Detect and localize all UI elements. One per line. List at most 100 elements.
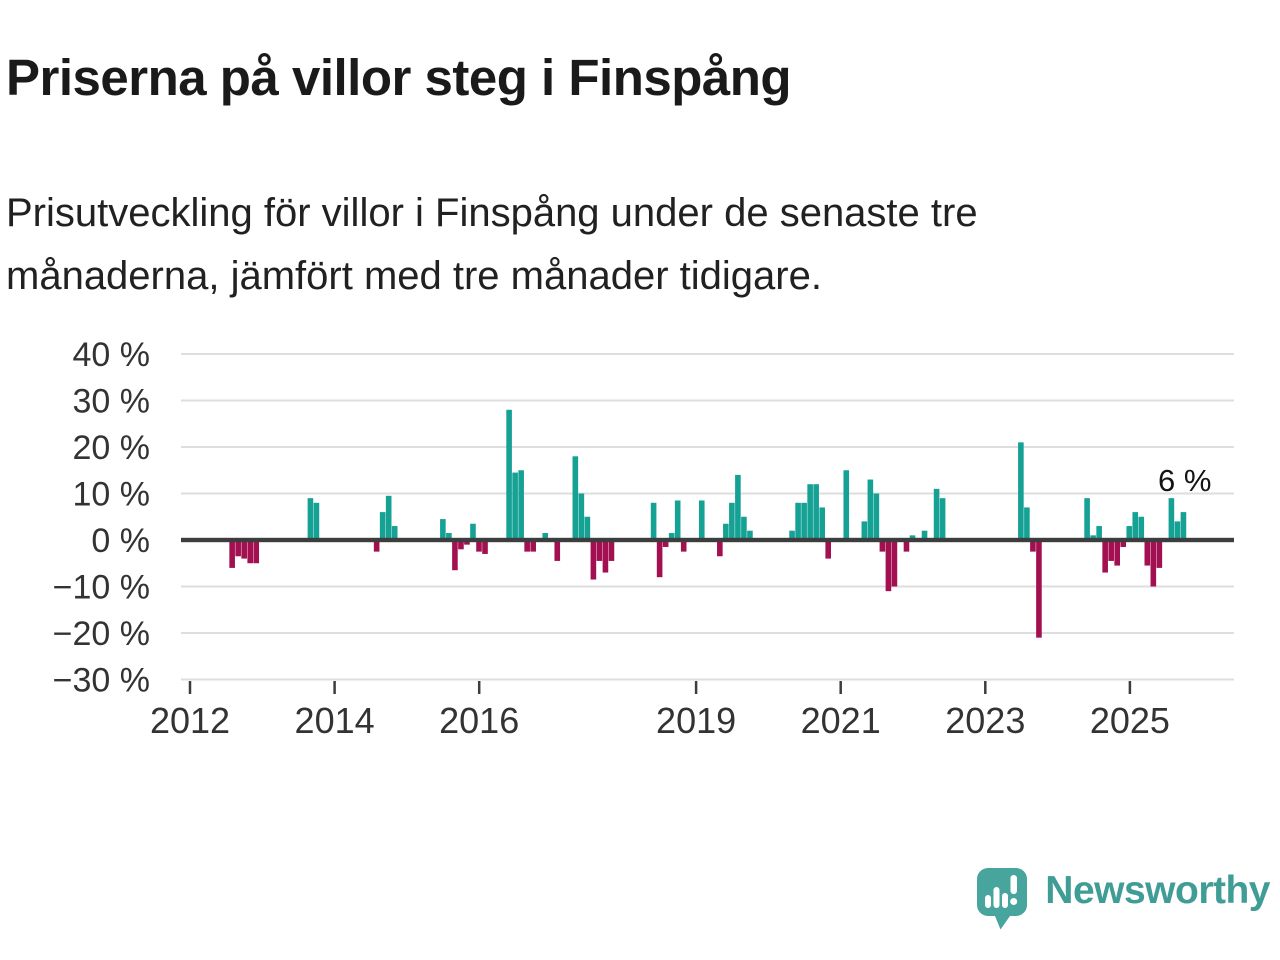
bar-2025-08 (1168, 498, 1175, 540)
bar-2020-07 (801, 502, 807, 540)
bar-2019-09 (741, 516, 747, 540)
bar-2023-09 (1030, 540, 1036, 552)
bar-2019-08 (735, 474, 741, 540)
bar-2025-03 (1138, 516, 1145, 540)
bar-2022-06 (939, 498, 946, 540)
bar-2017-09 (596, 540, 603, 561)
bar-2016-07 (512, 472, 518, 540)
bar-2016-08 (518, 470, 524, 540)
x-axis-label: 2019 (656, 700, 736, 741)
bar-2013-10 (313, 502, 320, 540)
bar-2020-08 (807, 484, 813, 540)
last-value-label: 6 % (1158, 463, 1211, 498)
bar-2015-12 (470, 523, 476, 540)
bar-2025-02 (1132, 512, 1139, 540)
bar-2016-10 (530, 540, 536, 552)
bar-2012-11 (247, 540, 254, 564)
bar-2024-11 (1114, 540, 1121, 566)
y-axis-label: 10 % (73, 476, 151, 514)
bar-2017-02 (554, 540, 561, 561)
bar-2017-08 (590, 540, 597, 580)
bar-2022-03 (921, 530, 928, 540)
brand-name: Newsworthy (1045, 869, 1270, 912)
bar-2025-06 (1156, 540, 1163, 568)
logo-exclamation-dot (1010, 898, 1018, 905)
bar-2023-08 (1024, 507, 1030, 540)
bar-2025-05 (1150, 540, 1157, 587)
bar-2015-11 (464, 540, 470, 545)
bar-2021-07 (873, 493, 880, 540)
bar-2015-08 (446, 533, 452, 540)
bar-2024-10 (1108, 540, 1114, 561)
bar-2025-01 (1126, 526, 1133, 540)
y-axis-label: −30 % (53, 662, 150, 700)
bar-2023-10 (1036, 540, 1042, 638)
bar-2016-09 (524, 540, 530, 552)
y-axis-label: −20 % (53, 615, 150, 653)
y-axis-label: 40 % (73, 336, 151, 374)
bar-2017-07 (584, 516, 591, 540)
logo-bar-tall (993, 887, 1000, 908)
x-axis-label: 2012 (150, 700, 230, 741)
bar-2021-08 (879, 540, 886, 552)
bar-2015-07 (440, 519, 446, 540)
x-axis-label: 2016 (439, 700, 519, 741)
bar-2022-01 (909, 535, 916, 540)
bar-2012-09 (235, 540, 241, 557)
bar-2019-06 (723, 523, 729, 540)
bar-chart-speech-bubble-icon (977, 868, 1028, 930)
bar-2014-10 (385, 495, 392, 540)
bar-2019-05 (717, 540, 723, 557)
bar-2012-08 (229, 540, 235, 568)
bar-2021-02 (843, 470, 850, 540)
bar-2021-12 (903, 540, 910, 552)
logo-bar-medium (1002, 893, 1009, 908)
bar-2021-09 (885, 540, 892, 592)
x-axis-label: 2021 (801, 700, 881, 741)
bar-2015-10 (458, 540, 464, 550)
x-axis-label: 2014 (295, 700, 375, 741)
bar-2024-07 (1090, 535, 1096, 540)
bar-2018-06 (650, 502, 657, 540)
bar-2025-09 (1174, 521, 1181, 540)
bar-2014-11 (391, 526, 398, 540)
bar-2015-09 (452, 540, 458, 571)
y-axis-label: 20 % (73, 429, 151, 467)
bar-2016-06 (506, 409, 512, 540)
bar-2017-05 (572, 456, 579, 540)
zero-line (181, 537, 1234, 543)
page-title: Priserna på villor steg i Finspång (6, 49, 792, 106)
bar-2024-09 (1102, 540, 1108, 573)
bar-2018-08 (662, 540, 669, 547)
logo-exclamation-bar (1010, 875, 1018, 894)
y-axis-label: 0 % (91, 522, 150, 560)
bar-2020-10 (819, 507, 825, 540)
bar-2024-12 (1120, 540, 1127, 547)
bar-2014-09 (379, 512, 386, 540)
bar-2018-10 (674, 500, 681, 540)
bar-2017-11 (608, 540, 615, 561)
bar-2024-06 (1084, 498, 1090, 540)
bar-2018-09 (668, 533, 675, 540)
bar-2017-06 (578, 493, 585, 540)
bar-2014-08 (373, 540, 380, 552)
newsworthy-logo: Newsworthy (976, 867, 1270, 930)
bar-2020-09 (813, 484, 819, 540)
bar-2012-12 (253, 540, 260, 564)
y-axis-label: −10 % (53, 569, 150, 607)
bar-2017-10 (602, 540, 609, 573)
bar-2016-12 (542, 533, 549, 540)
subtitle-line-1: Prisutveckling för villor i Finspång und… (6, 191, 978, 235)
bar-2019-07 (729, 502, 735, 540)
bar-2018-11 (680, 540, 687, 552)
bar-2020-11 (825, 540, 832, 559)
bar-2019-02 (698, 500, 705, 540)
logo-bar-short (985, 895, 992, 908)
bar-2018-07 (656, 540, 663, 578)
y-axis-label: 30 % (73, 383, 151, 421)
bar-2020-06 (795, 502, 801, 540)
bar-2021-05 (861, 521, 868, 540)
bar-2022-05 (933, 488, 940, 540)
